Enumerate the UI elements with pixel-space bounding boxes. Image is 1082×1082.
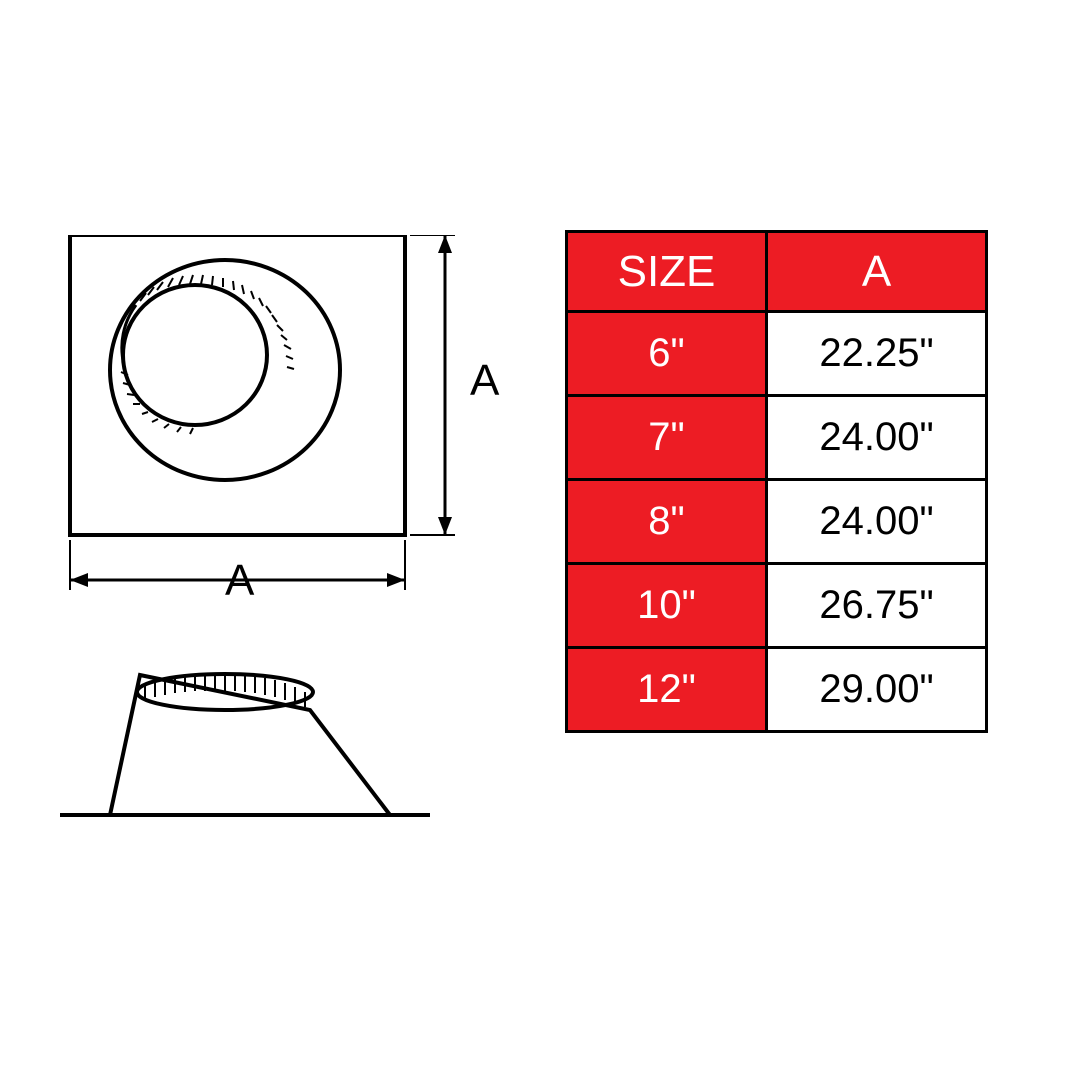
dim-label-horizontal: A [225, 556, 255, 605]
cell-a: 24.00" [767, 480, 987, 564]
table-row: 6" 22.25" [567, 312, 987, 396]
table-row: 8" 24.00" [567, 480, 987, 564]
size-table: SIZE A 6" 22.25" 7" 24.00" 8" 24.00" 10"… [565, 230, 988, 733]
cell-a: 29.00" [767, 648, 987, 732]
cell-a: 26.75" [767, 564, 987, 648]
page-container: A A [0, 0, 1082, 1082]
table-row: 12" 29.00" [567, 648, 987, 732]
header-size: SIZE [567, 232, 767, 312]
header-a: A [767, 232, 987, 312]
cell-size: 6" [567, 312, 767, 396]
cell-a: 22.25" [767, 312, 987, 396]
table-header-row: SIZE A [567, 232, 987, 312]
cell-size: 7" [567, 396, 767, 480]
table-row: 7" 24.00" [567, 396, 987, 480]
technical-diagram: A A [50, 235, 510, 855]
cell-size: 12" [567, 648, 767, 732]
cell-size: 8" [567, 480, 767, 564]
cell-size: 10" [567, 564, 767, 648]
cell-a: 24.00" [767, 396, 987, 480]
dim-label-vertical: A [470, 356, 500, 405]
table-row: 10" 26.75" [567, 564, 987, 648]
